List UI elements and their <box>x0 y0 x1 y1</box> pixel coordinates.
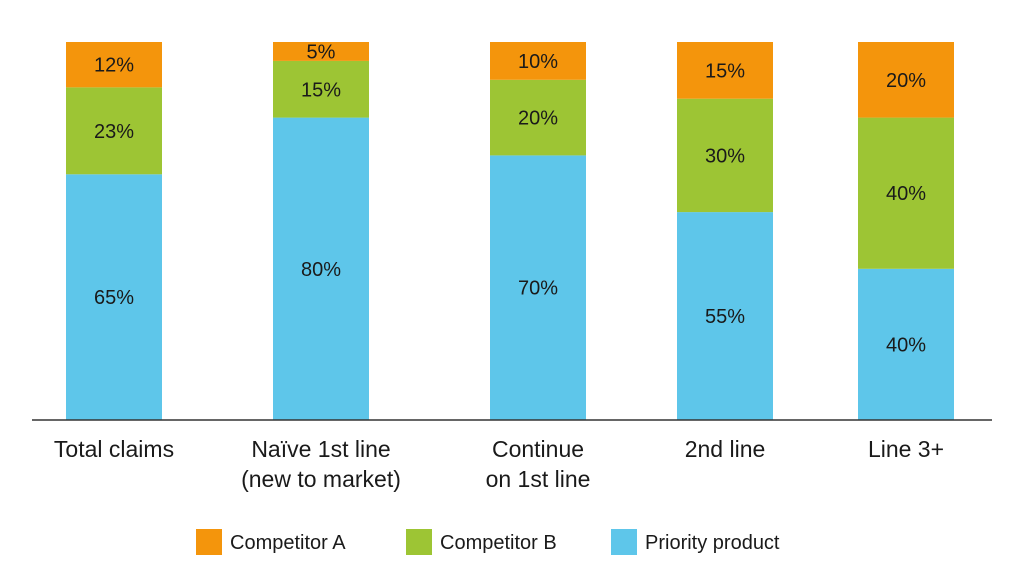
category-label: on 1st line <box>486 466 591 492</box>
data-label: 10% <box>518 51 558 73</box>
bar-segment-priority-product <box>858 268 954 420</box>
bar-segment-competitor-a <box>273 42 369 61</box>
bar-segment-competitor-a <box>490 42 586 80</box>
bar-group: 65% 23% 12% <box>66 42 162 420</box>
legend-item: Competitor B <box>406 529 557 555</box>
bar-segment-competitor-b <box>858 117 954 269</box>
bar-segment-priority-product <box>66 174 162 420</box>
bar-segment-competitor-a <box>858 42 954 118</box>
bar-group: 80% 15% 5% <box>273 41 369 420</box>
legend-swatch <box>611 529 637 555</box>
data-label: 65% <box>94 287 134 309</box>
data-label: 30% <box>705 145 745 167</box>
bar-segment-priority-product <box>490 155 586 420</box>
bar-segment-competitor-a <box>66 42 162 88</box>
data-label: 12% <box>94 55 134 77</box>
bar-segment-competitor-a <box>677 42 773 99</box>
bar-segment-competitor-b <box>66 87 162 175</box>
bar-segment-competitor-b <box>273 60 369 118</box>
data-label: 80% <box>301 259 341 281</box>
data-label: 15% <box>301 79 341 101</box>
bar-group: 70% 20% 10% <box>490 42 586 420</box>
category-label: Total claims <box>54 436 174 462</box>
legend-label: Priority product <box>645 532 780 554</box>
data-label: 5% <box>307 41 336 63</box>
bar-group: 40% 40% 20% <box>858 42 954 420</box>
legend-swatch <box>196 529 222 555</box>
legend-label: Competitor B <box>440 532 557 554</box>
bar-segment-competitor-b <box>490 79 586 156</box>
data-label: 23% <box>94 121 134 143</box>
data-label: 40% <box>886 183 926 205</box>
legend-item: Priority product <box>611 529 780 555</box>
category-label: Continue <box>492 436 584 462</box>
bar-segment-priority-product <box>677 212 773 420</box>
legend-item: Competitor A <box>196 529 346 555</box>
data-label: 70% <box>518 278 558 300</box>
category-label: 2nd line <box>685 436 766 462</box>
data-label: 15% <box>705 60 745 82</box>
category-label: Naïve 1st line <box>251 436 390 462</box>
bar-segment-competitor-b <box>677 98 773 213</box>
bar-group: 55% 30% 15% <box>677 42 773 420</box>
category-label: (new to market) <box>241 466 401 492</box>
bar-segment-priority-product <box>273 117 369 420</box>
legend-swatch <box>406 529 432 555</box>
legend-label: Competitor A <box>230 532 346 554</box>
data-label: 40% <box>886 334 926 356</box>
data-label: 55% <box>705 306 745 328</box>
data-label: 20% <box>518 108 558 130</box>
category-label: Line 3+ <box>868 436 944 462</box>
data-label: 20% <box>886 70 926 92</box>
